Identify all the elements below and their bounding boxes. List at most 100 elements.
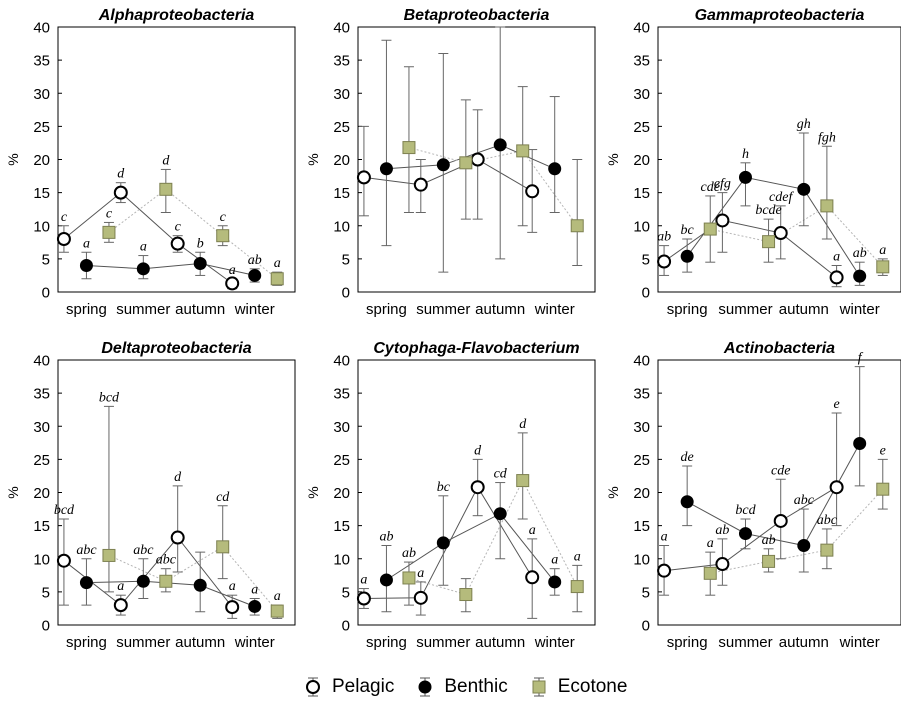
y-tick-label: 15	[333, 185, 350, 202]
legend-label-pelagic: Pelagic	[332, 676, 395, 697]
point-pelagic	[225, 600, 240, 615]
point-ecotone	[216, 229, 230, 243]
series-line-ecotone	[710, 205, 884, 268]
significance-letter: c	[220, 210, 227, 225]
y-tick-label: 15	[633, 185, 650, 202]
significance-letter: a	[274, 589, 281, 604]
point-ecotone	[703, 222, 717, 236]
point-benthic	[79, 259, 93, 272]
point-ecotone	[703, 566, 717, 580]
point-ecotone	[516, 144, 530, 158]
point-benthic	[680, 495, 694, 509]
significance-letter: d	[117, 167, 125, 182]
y-tick-label: 40	[333, 20, 350, 37]
significance-letter: c	[175, 220, 182, 235]
y-tick-label: 30	[33, 86, 50, 103]
y-tick-label: 20	[333, 152, 350, 169]
significance-letter: ab	[402, 546, 416, 561]
chart-panel-0	[56, 26, 296, 293]
series-line-ecotone	[108, 188, 278, 280]
chart-title: Deltaproteobacteria	[101, 340, 251, 357]
chart-panel-4	[356, 359, 596, 626]
y-tick-label: 5	[642, 251, 650, 268]
significance-letter: e	[880, 443, 886, 458]
significance-letter: bc	[681, 223, 695, 238]
y-tick-label: 25	[33, 119, 50, 136]
y-tick-label: 30	[633, 419, 650, 436]
significance-letter: abc	[156, 553, 177, 568]
significance-letter: cdef	[769, 190, 794, 205]
y-tick-label: 35	[33, 53, 50, 70]
point-ecotone	[570, 219, 584, 233]
point-benthic	[248, 268, 262, 282]
point-pelagic	[525, 570, 540, 585]
point-benthic	[436, 536, 450, 550]
point-ecotone	[820, 543, 834, 557]
point-ecotone	[402, 571, 416, 585]
y-tick-label: 25	[333, 119, 350, 136]
plot-frame	[57, 359, 296, 626]
y-tick-label: 10	[33, 551, 50, 568]
significance-letter: ab	[853, 246, 867, 261]
point-ecotone	[762, 235, 776, 249]
y-tick-label: 0	[642, 285, 650, 302]
y-tick-label: 15	[33, 185, 50, 202]
y-tick-label: 10	[633, 218, 650, 235]
series-line-benthic	[386, 513, 556, 583]
y-tick-label: 35	[333, 53, 350, 70]
x-tick-label: summer	[116, 301, 170, 318]
series-line-pelagic	[664, 486, 837, 572]
significance-letter: d	[174, 470, 182, 485]
significance-letter: abc	[133, 543, 154, 558]
point-benthic	[853, 436, 867, 450]
point-pelagic	[170, 236, 185, 251]
legend-label-benthic: Benthic	[444, 676, 508, 697]
point-pelagic	[470, 152, 485, 167]
point-benthic	[379, 573, 393, 587]
significance-letter: ab	[715, 523, 729, 538]
x-tick-label: autumn	[175, 634, 225, 651]
point-ecotone	[820, 199, 834, 213]
y-tick-label: 25	[633, 119, 650, 136]
point-pelagic	[170, 530, 185, 545]
y-tick-label: 20	[333, 485, 350, 502]
point-benthic	[548, 162, 562, 176]
significance-letter: a	[707, 536, 714, 551]
point-pelagic	[413, 177, 428, 192]
y-tick-label: 40	[333, 353, 350, 370]
point-pelagic	[715, 213, 730, 228]
significance-letter: abc	[794, 493, 815, 508]
x-tick-label: spring	[366, 301, 407, 318]
significance-letter: a	[574, 549, 581, 564]
point-pelagic	[829, 480, 844, 495]
x-tick-label: winter	[234, 301, 275, 318]
x-tick-label: spring	[667, 301, 708, 318]
y-tick-label: 20	[633, 152, 650, 169]
point-ecotone	[516, 474, 530, 488]
point-benthic	[79, 576, 93, 590]
point-ecotone	[762, 554, 776, 568]
significance-letter: a	[140, 240, 147, 255]
y-axis-label: %	[5, 486, 21, 498]
point-benthic	[548, 575, 562, 589]
point-ecotone	[459, 588, 473, 602]
significance-letter: a	[833, 250, 840, 265]
chart-panel-3	[56, 359, 296, 626]
significance-letter: h	[742, 147, 749, 162]
y-tick-label: 15	[633, 518, 650, 535]
x-tick-label: summer	[416, 634, 470, 651]
significance-letter: fgh	[818, 130, 836, 145]
point-benthic	[193, 257, 207, 271]
point-benthic	[136, 262, 150, 276]
x-tick-label: summer	[718, 301, 772, 318]
pelagic-marker-icon	[306, 677, 320, 697]
significance-letter: efg	[714, 177, 731, 192]
point-benthic	[136, 574, 150, 588]
significance-letter: de	[681, 450, 694, 465]
point-benthic	[797, 182, 811, 196]
significance-letter: c	[106, 206, 113, 221]
point-pelagic	[56, 232, 71, 246]
y-tick-label: 15	[33, 518, 50, 535]
y-tick-label: 35	[633, 53, 650, 70]
y-tick-label: 0	[642, 618, 650, 635]
